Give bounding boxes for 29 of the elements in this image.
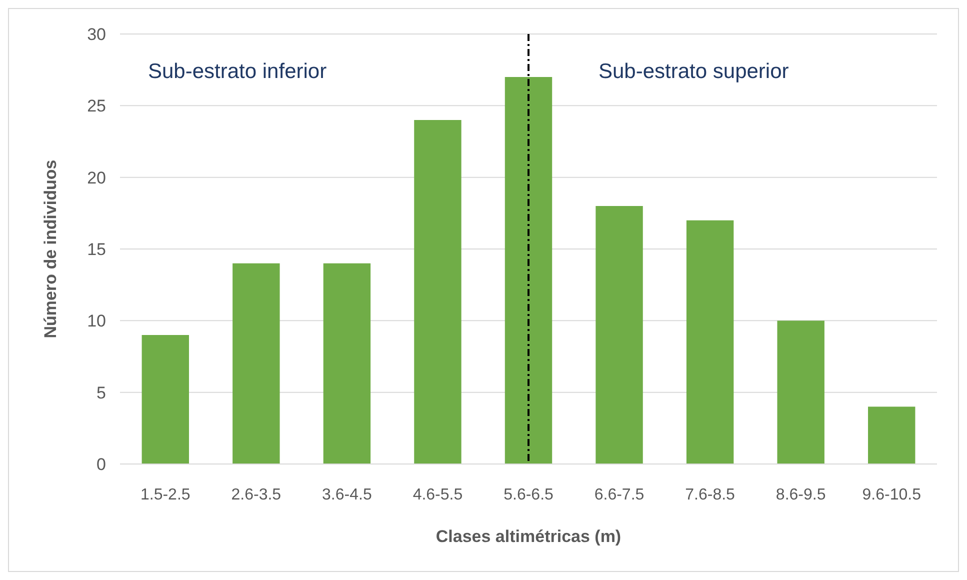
bar xyxy=(414,120,462,464)
bar xyxy=(323,263,371,464)
x-tick-label: 4.6-5.5 xyxy=(412,486,463,504)
bar xyxy=(596,206,643,464)
annotation: Sub-estrato superior xyxy=(598,60,789,83)
x-tick-label: 7.6-8.5 xyxy=(685,486,736,504)
x-tick-label: 2.6-3.5 xyxy=(231,486,282,504)
y-tick-label: 30 xyxy=(87,24,106,44)
bar xyxy=(686,220,734,464)
x-tick-label: 5.6-6.5 xyxy=(504,486,554,504)
y-tick-label: 5 xyxy=(96,383,106,402)
bar xyxy=(504,77,552,464)
x-tick-label: 1.5-2.5 xyxy=(140,486,190,504)
y-tick-label: 0 xyxy=(96,454,106,474)
y-tick-label: 15 xyxy=(87,240,106,259)
x-tick-label: 3.6-4.5 xyxy=(322,486,372,504)
x-axis-title: Clases altimétricas (m) xyxy=(436,527,622,546)
y-tick-label: 10 xyxy=(87,312,106,331)
bar xyxy=(777,320,824,464)
bar xyxy=(868,406,916,464)
annotation: Sub-estrato inferior xyxy=(148,60,327,83)
y-tick-label: 20 xyxy=(87,168,106,188)
y-axis-title: Número de individuos xyxy=(41,160,60,338)
bar xyxy=(232,263,280,464)
x-tick-label: 8.6-9.5 xyxy=(776,486,826,504)
x-tick-label: 9.6-10.5 xyxy=(862,486,922,504)
bar xyxy=(142,335,189,464)
x-tick-label: 6.6-7.5 xyxy=(594,486,644,504)
y-tick-label: 25 xyxy=(87,96,106,116)
